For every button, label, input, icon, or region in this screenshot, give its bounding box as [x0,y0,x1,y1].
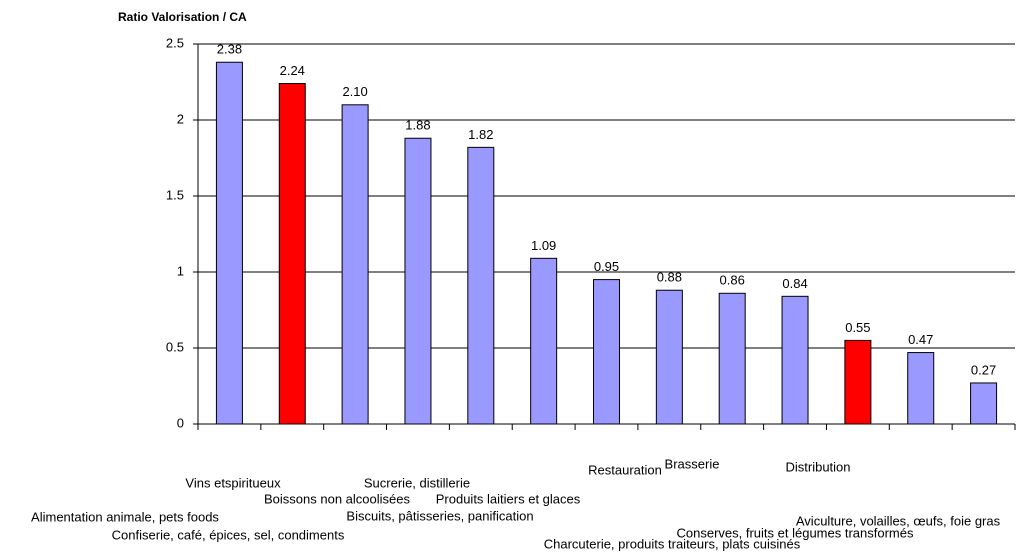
y-tick-label: 0 [177,415,184,430]
bar [278,83,306,425]
bar [844,339,872,425]
value-label: 0.47 [908,332,933,347]
bar [718,292,746,425]
value-label: 2.24 [280,63,305,78]
x-tick-label: Aviculture, volailles, œufs, foie gras [796,513,1001,528]
value-label: 2.38 [217,42,242,57]
value-label: 0.88 [657,270,682,285]
x-tick-label: Biscuits, pâtisseries, panification [346,508,533,523]
y-tick-label: 1 [177,263,184,278]
bar [341,104,369,425]
x-tick-label: Brasserie [665,456,720,471]
x-tick-label: Sucrerie, distillerie [364,475,470,490]
x-tick-label: Charcuterie, produits traiteurs, plats c… [544,536,801,551]
y-tick-label: 2.5 [166,35,184,50]
bar [530,257,558,425]
y-tick-label: 0.5 [166,339,184,354]
x-tick-label: Conserves, fruits et légumes transformés [677,525,914,540]
x-tick-label: Distribution [785,459,850,474]
value-label: 1.88 [405,118,430,133]
bar [907,352,935,425]
value-label: 1.09 [531,238,556,253]
value-label: 2.10 [342,84,367,99]
bar [970,382,998,425]
bar [404,137,432,425]
value-label: 0.27 [971,362,996,377]
x-tick-label: Alimentation animale, pets foods [31,509,219,524]
chart-title: Ratio Valorisation / CA [118,10,247,24]
x-tick-label: Confiserie, café, épices, sel, condiment… [112,527,345,542]
value-label: 0.84 [782,276,807,291]
value-label: 0.86 [720,273,745,288]
x-tick-label: Produits laitiers et glaces [436,491,581,506]
bar [215,61,243,425]
x-tick-label: Restauration [588,462,662,477]
bar [467,146,495,425]
y-tick-label: 1.5 [166,187,184,202]
value-label: 1.82 [468,127,493,142]
bar [655,289,683,425]
bar [781,295,809,425]
bar [593,279,620,425]
x-tick-label: Vins etspiritueux [185,475,281,490]
y-tick-label: 2 [177,111,184,126]
value-label: 0.55 [845,320,870,335]
value-label: 0.95 [594,259,619,274]
x-tick-label: Boissons non alcoolisées [264,491,410,506]
